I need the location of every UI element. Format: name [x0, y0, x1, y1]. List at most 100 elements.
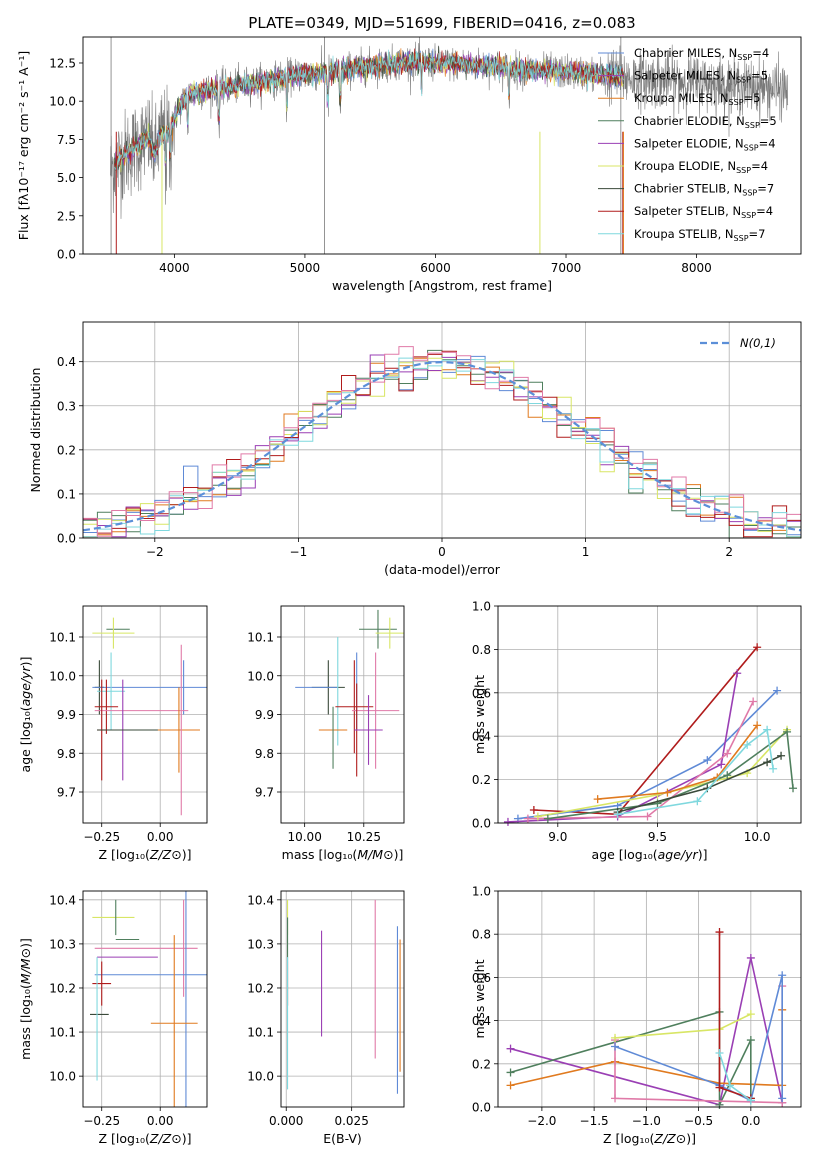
y-tick-label: 10.0 — [247, 669, 274, 683]
y-tick-label: 10.1 — [247, 1026, 274, 1040]
spectrum-legend: Chabrier MILES, NSSP=4 Salpeter MILES, NS… — [598, 46, 777, 243]
x-tick-label: 10.0 — [744, 830, 771, 844]
y-tick-label: 1.0 — [472, 600, 491, 614]
y-tick-label: 10.1 — [247, 631, 274, 645]
y-tick-label: 10.1 — [49, 1026, 76, 1040]
weight-marker — [733, 669, 742, 678]
y-tick-label: 10.1 — [49, 631, 76, 645]
y-tick-label: 0.4 — [472, 1014, 491, 1028]
y-tick-label: 0.0 — [472, 817, 491, 831]
y-tick-label: 10.0 — [49, 95, 76, 109]
x-tick-label: 4000 — [159, 261, 190, 275]
x-tick-label: 7000 — [551, 261, 582, 275]
x-axis-label: (data-model)/error — [384, 562, 501, 577]
y-tick-label: 1.0 — [472, 885, 491, 899]
x-axis-label: wavelength [Angstrom, rest frame] — [332, 278, 552, 293]
weight-line — [614, 1013, 752, 1039]
y-axis-label: Flux [fλ10⁻¹⁷ erg cm⁻² s⁻¹ A⁻¹] — [16, 51, 31, 240]
model-spectrum-line — [113, 49, 624, 171]
histogram-step — [83, 346, 801, 538]
weight-marker — [778, 1094, 787, 1103]
errorbar-point — [351, 652, 400, 769]
weight-marker — [611, 1042, 620, 1051]
weight-marker — [753, 721, 762, 730]
x-tick-label: 10.00 — [287, 830, 321, 844]
y-tick-label: 5.0 — [57, 171, 76, 185]
y-tick-label: 0.0 — [57, 248, 76, 262]
y-tick-label: 9.8 — [255, 747, 274, 761]
weight-marker — [746, 1096, 755, 1105]
weight-marker — [749, 697, 758, 706]
weight-marker — [783, 727, 792, 736]
weight-marker — [693, 797, 702, 806]
weight-marker — [533, 812, 542, 821]
legend-label: Kroupa MILES, NSSP=5 — [634, 91, 760, 107]
weight-marker — [643, 812, 652, 821]
x-tick-label: 9.5 — [648, 830, 667, 844]
weight-marker — [723, 771, 732, 780]
y-tick-label: 0.4 — [57, 355, 76, 369]
errorbar-point — [157, 687, 200, 773]
weight-marker — [611, 1094, 620, 1103]
weight-marker — [789, 784, 798, 793]
y-tick-label: 10.0 — [49, 669, 76, 683]
y-tick-label: 12.5 — [49, 56, 76, 70]
y-tick-label: 7.5 — [57, 133, 76, 147]
legend-label: Chabrier ELODIE, NSSP=5 — [634, 114, 777, 130]
histogram-legend: N(0,1) — [700, 336, 776, 350]
legend-label: Salpeter ELODIE, NSSP=4 — [634, 136, 776, 152]
weight-marker — [715, 1049, 724, 1057]
x-axis-label: E(B-V) — [323, 1131, 362, 1146]
y-axis-label: age [log₁₀(age/yr)] — [18, 657, 33, 773]
x-tick-label: 10.25 — [347, 830, 381, 844]
weight-marker — [503, 817, 512, 826]
y-axis-label: mass weight — [472, 959, 487, 1038]
x-tick-label: −1 — [290, 545, 308, 559]
spectrum-axes: 4000 5000 6000 7000 8000 0.0 2.5 5.0 7.5 10.0 12.5… — [16, 51, 712, 293]
y-axis-label: mass [log₁₀(M/M⊙)] — [18, 938, 33, 1060]
y-tick-label: 0.2 — [57, 443, 76, 457]
x-tick-label: −0.25 — [83, 830, 120, 844]
y-tick-label: 10.4 — [49, 893, 76, 907]
y-tick-label: 0.8 — [472, 928, 491, 942]
x-tick-label: −2.0 — [527, 1114, 556, 1128]
weight-line — [597, 724, 758, 800]
weight-marker — [763, 758, 772, 767]
x-tick-label: 0 — [438, 545, 446, 559]
weight-marker — [769, 764, 778, 773]
y-tick-label: 0.1 — [57, 487, 76, 501]
age_vs_mass-axes: 10.00 10.25 9.7 9.8 9.9 10.0 10.1 mass [log₁₀(M… — [247, 606, 404, 862]
errorbar-point — [359, 609, 397, 649]
legend-label: Salpeter MILES, NSSP=5 — [634, 69, 768, 85]
weight-marker — [703, 756, 712, 765]
weight-marker — [778, 971, 787, 980]
x-tick-label: 1 — [582, 545, 590, 559]
x-axis-label: Z [log₁₀(Z/Z⊙)] — [603, 1131, 696, 1146]
figure-title: PLATE=0349, MJD=51699, FIBERID=0416, z=0… — [248, 14, 635, 32]
weight-marker — [746, 1010, 755, 1019]
axes-frame — [280, 890, 405, 1108]
y-tick-label: 0.0 — [472, 1101, 491, 1115]
errorbar-point — [354, 695, 383, 765]
x-tick-label: 0.00 — [147, 830, 174, 844]
weight-marker — [763, 725, 772, 734]
x-tick-label: 8000 — [681, 261, 712, 275]
errorbar-point — [150, 935, 198, 1107]
x-tick-label: 9.0 — [548, 830, 567, 844]
x-tick-label: 0.025 — [334, 1114, 368, 1128]
y-tick-label: 10.2 — [49, 981, 76, 995]
y-tick-label: 0.0 — [57, 532, 76, 546]
weight-marker — [743, 740, 752, 749]
weight-marker — [715, 1083, 724, 1092]
mass_vs_Z-axes: −0.25 0.00 10.0 10.1 10.2 10.3 10.4 Z [log₁₀(Z/… — [18, 891, 207, 1146]
normal-pdf-curve — [82, 360, 802, 532]
y-axis-label: mass weight — [472, 675, 487, 754]
y-axis-label: Normed distribution — [28, 368, 43, 493]
weight-marker — [506, 1068, 515, 1077]
weight-marker — [611, 1033, 620, 1042]
legend-label: Kroupa STELIB, NSSP=7 — [634, 227, 765, 243]
axes-frame — [497, 605, 802, 824]
weight-marker — [543, 814, 552, 823]
y-tick-label: 0.8 — [472, 643, 491, 657]
x-tick-label: −1.5 — [580, 1114, 609, 1128]
